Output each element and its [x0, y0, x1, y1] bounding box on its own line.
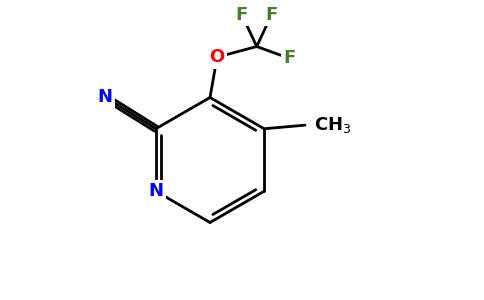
- Text: F: F: [236, 6, 248, 24]
- Text: CH$_3$: CH$_3$: [314, 115, 351, 135]
- Text: F: F: [284, 50, 296, 68]
- Text: N: N: [149, 182, 164, 200]
- Text: F: F: [265, 6, 278, 24]
- Text: N: N: [97, 88, 112, 106]
- Text: O: O: [210, 48, 225, 66]
